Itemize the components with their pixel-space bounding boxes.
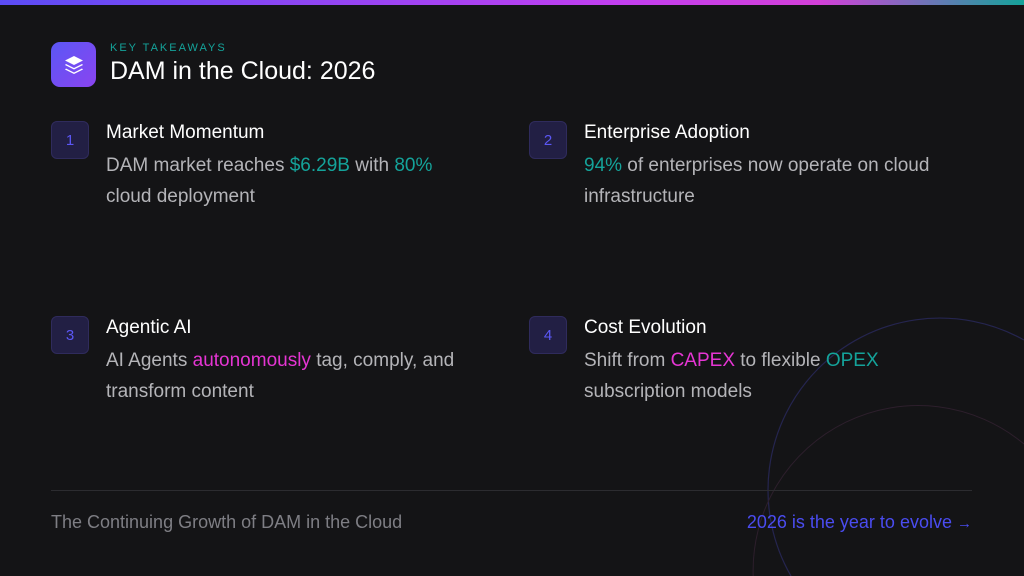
highlight-text: $6.29B [289, 155, 350, 176]
highlight-text: autonomously [192, 350, 311, 371]
description-text: DAM market reaches [106, 155, 290, 176]
layers-icon [51, 42, 96, 87]
highlight-text: 80% [394, 155, 433, 176]
item-title: Cost Evolution [584, 317, 707, 338]
item-description: DAM market reaches $6.29B with 80% cloud… [106, 150, 471, 212]
item-description: Shift from CAPEX to flexible OPEX subscr… [584, 345, 949, 407]
description-text: cloud deployment [106, 186, 255, 207]
item-number-badge: 2 [529, 121, 567, 159]
cta-text: 2026 is the year to evolve [746, 512, 952, 532]
description-text: with [349, 155, 395, 176]
item-number-badge: 1 [51, 121, 89, 159]
highlight-text: OPEX [825, 350, 879, 371]
highlight-text: CAPEX [670, 350, 735, 371]
item-number-badge: 3 [51, 316, 89, 354]
item-description: AI Agents autonomously tag, comply, and … [106, 345, 471, 407]
slide-header: KEY TAKEAWAYS DAM in the Cloud: 2026 [51, 42, 375, 87]
takeaway-item: 4 Cost Evolution Shift from CAPEX to flex… [529, 316, 949, 407]
highlight-text: 94% [584, 155, 623, 176]
item-title: Agentic AI [106, 317, 192, 338]
takeaway-item: 2 Enterprise Adoption 94% of enterprises … [529, 121, 949, 212]
item-title: Market Momentum [106, 122, 265, 143]
description-text: tag, comply, and transform content [106, 350, 455, 402]
arrow-right-icon: → [957, 515, 972, 532]
description-text: to flexible [735, 350, 826, 371]
inner-circle [752, 405, 1024, 576]
takeaway-item: 1 Market Momentum DAM market reaches $6.2… [51, 121, 471, 212]
item-number-badge: 4 [529, 316, 567, 354]
page-title: DAM in the Cloud: 2026 [110, 57, 376, 85]
outer-circle [767, 317, 1024, 576]
item-title: Enterprise Adoption [584, 122, 750, 143]
footer-divider [51, 490, 972, 491]
eyebrow-label: KEY TAKEAWAYS [110, 42, 227, 54]
footer-cta-link[interactable]: 2026 is the year to evolve → [747, 512, 972, 533]
footer-caption: The Continuing Growth of DAM in the Clou… [51, 512, 403, 532]
description-text: subscription models [584, 381, 752, 402]
item-description: 94% of enterprises now operate on cloud … [584, 150, 949, 212]
description-text: AI Agents [106, 350, 193, 371]
top-gradient-bar [0, 0, 1024, 5]
description-text: of enterprises now operate on cloud infr… [584, 155, 930, 207]
takeaway-item: 3 Agentic AI AI Agents autonomously tag, … [51, 316, 471, 407]
description-text: Shift from [584, 350, 671, 371]
